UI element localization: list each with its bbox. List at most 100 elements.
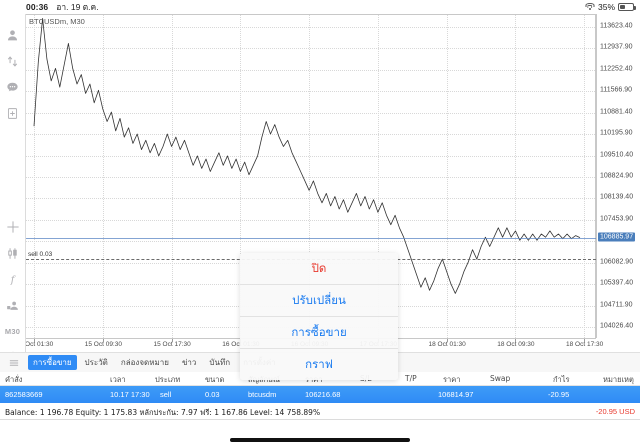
column-header[interactable]: Swap	[490, 374, 511, 383]
left-sidebar: f M30	[0, 14, 26, 370]
menu-item-close[interactable]: ปิด	[240, 253, 398, 285]
gridline-horizontal	[26, 219, 595, 221]
gridline-vertical	[34, 15, 35, 338]
status-right-group: 35%	[585, 2, 636, 12]
time-tick	[446, 339, 448, 342]
chart-symbol-label: BTCUSDm, M30	[29, 17, 85, 26]
price-tick-label: 110195.90	[600, 129, 633, 137]
chart-type-icon	[8, 247, 17, 259]
table-cell: 106216.68	[305, 390, 341, 399]
table-row[interactable]: 862583669 10.17 17:30 sell 0.03 btcusdm 10621…	[0, 386, 640, 403]
gridline-horizontal	[26, 48, 595, 50]
column-header[interactable]: เวลา	[110, 375, 126, 384]
gridline-vertical	[446, 15, 448, 338]
column-header[interactable]: ประเภท	[155, 375, 181, 384]
svg-text:f: f	[10, 274, 17, 285]
sidebar-item-indicators[interactable]: f	[0, 266, 26, 292]
position-label: sell 0.03	[28, 250, 53, 258]
price-axis[interactable]: 113623.40 112937.90 112252.40 111566.90 1108…	[596, 14, 640, 338]
gridline-vertical	[171, 15, 173, 338]
sidebar-item-objects[interactable]	[0, 292, 26, 318]
home-indicator[interactable]	[230, 438, 410, 442]
sidebar-item-crosshair[interactable]	[0, 214, 26, 240]
tab-news[interactable]: ข่าว	[181, 358, 197, 367]
price-tick-label: 105397.40	[600, 279, 634, 287]
price-tick-label: 108824.90	[600, 172, 634, 180]
price-tick-label: 104711.90	[600, 301, 633, 309]
time-tick	[515, 339, 517, 342]
table-cell: btcusdm	[248, 390, 277, 399]
chat-icon	[7, 82, 18, 91]
column-header[interactable]: ขนาด	[205, 375, 225, 384]
sidebar-item-timeframe[interactable]: M30	[4, 326, 21, 336]
tab-history[interactable]: ประวัติ	[84, 358, 108, 367]
time-tick	[584, 339, 585, 342]
time-tick-label: 15 Oct 01:30	[26, 341, 54, 348]
status-bar: 00:36 อา. 19 ต.ค. 35%	[0, 0, 640, 14]
objects-icon	[7, 301, 18, 310]
hamburger-icon[interactable]	[0, 357, 28, 369]
price-line-chart	[33, 18, 581, 294]
table-cell: 106814.97	[438, 390, 474, 399]
sidebar-item-chart-type[interactable]	[0, 240, 26, 266]
sidebar-item-accounts[interactable]	[0, 22, 26, 48]
wifi-icon	[585, 3, 595, 11]
table-cell: -20.95	[548, 390, 570, 399]
price-tick-label: 109510.40	[600, 151, 634, 159]
column-header[interactable]: กำไร	[553, 375, 570, 384]
tab-trade[interactable]: การซื้อขาย	[28, 355, 77, 370]
price-tick-label: 106082.90	[600, 258, 634, 266]
gridline-horizontal	[26, 198, 595, 200]
menu-item-modify[interactable]: ปรับเปลี่ยน	[240, 285, 398, 317]
price-tick-label: 111566.90	[600, 86, 633, 94]
price-tick-label: 113623.40	[600, 22, 633, 30]
gridline-horizontal	[26, 112, 595, 114]
gridline-horizontal	[26, 155, 595, 157]
menu-item-chart[interactable]: กราฟ	[305, 356, 333, 371]
price-tick-label: 112252.40	[600, 65, 633, 73]
tab-mailbox[interactable]: กล่องจดหมาย	[120, 358, 169, 367]
balance-bar: Balance: 1 196.78 Equity: 1 175.83 หลักป…	[0, 403, 640, 420]
price-tick-label: 107453.90	[600, 215, 634, 223]
sidebar-item-news[interactable]	[0, 100, 26, 126]
column-header[interactable]: หมายเหตุ	[603, 375, 634, 384]
quotes-icon	[7, 56, 18, 66]
gridline-vertical	[309, 15, 310, 338]
gridline-horizontal	[26, 177, 595, 178]
time-tick	[171, 339, 173, 342]
hamburger-glyph	[9, 359, 19, 366]
sidebar-item-chat[interactable]	[0, 74, 26, 100]
gridline-horizontal	[26, 69, 595, 71]
gridline-vertical	[377, 15, 379, 338]
time-tick-label: 15 Oct 09:30	[84, 341, 122, 348]
gridline-horizontal	[26, 134, 595, 136]
crosshair-icon	[6, 221, 19, 233]
time-tick-label: 18 Oct 09:30	[497, 341, 535, 348]
table-cell: 862583669	[5, 390, 43, 399]
accounts-icon	[7, 29, 18, 40]
column-header[interactable]: T/P	[405, 374, 417, 383]
gridline-vertical	[515, 15, 517, 338]
status-time: 00:36	[26, 2, 49, 12]
indicators-icon: f	[10, 274, 17, 285]
bottom-blank-area	[0, 420, 640, 447]
price-tick-label: 112937.90	[600, 43, 633, 51]
gridline-horizontal	[26, 91, 595, 93]
time-tick-label: 18 Oct 17:30	[566, 341, 604, 348]
sidebar-item-quotes[interactable]	[0, 48, 26, 74]
gridline-horizontal	[26, 241, 595, 243]
total-profit: -20.95 USD	[595, 407, 635, 416]
time-tick	[102, 339, 104, 342]
current-price-line	[26, 237, 596, 239]
context-menu[interactable]: ปิด ปรับเปลี่ยน การซื้อขาย กราฟ	[240, 253, 398, 380]
column-header[interactable]: ราคา	[443, 375, 461, 384]
tab-journal[interactable]: บันทึก	[209, 358, 231, 367]
column-header[interactable]: คำสั่ง	[5, 375, 23, 384]
menu-item-trade[interactable]: การซื้อขาย	[240, 317, 398, 349]
news-icon	[7, 107, 18, 119]
time-tick	[34, 339, 35, 342]
balance-summary: Balance: 1 196.78 Equity: 1 175.83 หลักป…	[5, 408, 321, 417]
table-cell: 10.17 17:30	[110, 390, 150, 399]
table-cell: 0.03	[205, 390, 220, 399]
